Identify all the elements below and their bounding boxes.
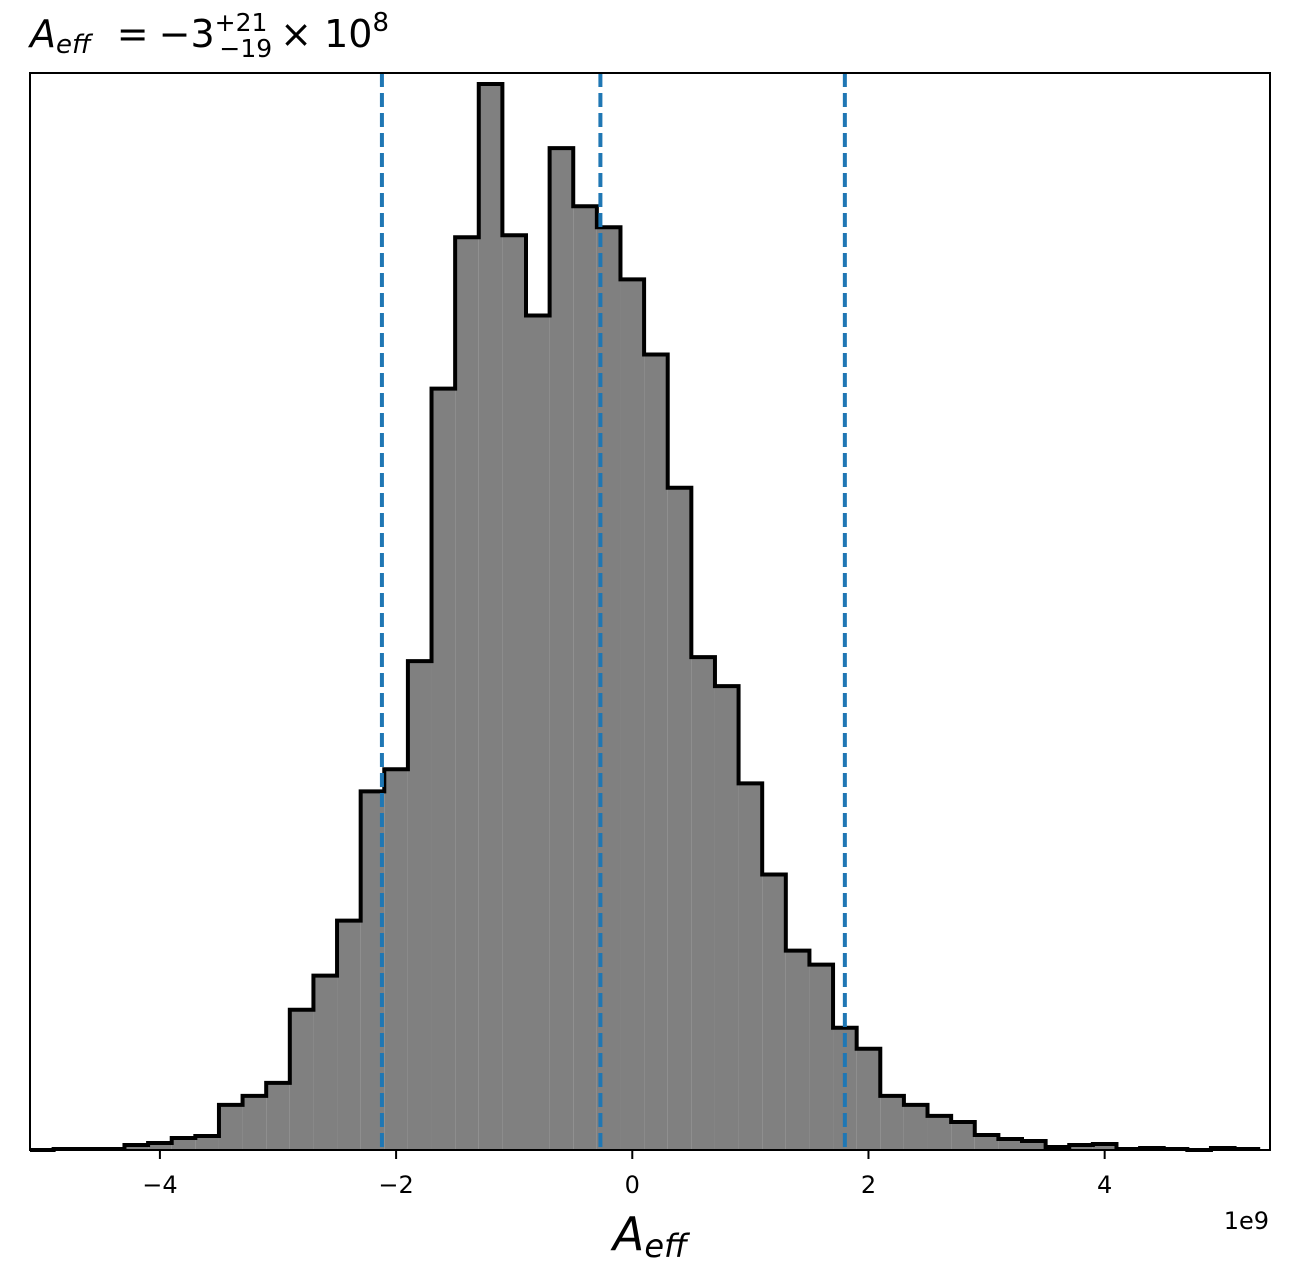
histogram-bar [360, 791, 385, 1150]
histogram-bar [903, 1104, 928, 1150]
histogram-bar [833, 1027, 857, 1150]
title-upper-error: +21 [215, 8, 268, 37]
plot-frame [29, 72, 1271, 1151]
histogram-bar [337, 920, 361, 1150]
histogram-bar [218, 1104, 243, 1150]
histogram-bar [1092, 1143, 1117, 1150]
x-axis-label: Aeff [610, 1207, 691, 1265]
histogram-bar [384, 769, 408, 1150]
histogram-bar [313, 975, 338, 1150]
histogram-bar [714, 686, 739, 1150]
x-tick-label: −2 [378, 1171, 413, 1199]
histogram-bar [691, 657, 715, 1150]
histogram-bar [951, 1121, 975, 1150]
title-symbol-subscript: eff [56, 30, 94, 60]
title-symbol: A [27, 12, 56, 56]
histogram-bar [856, 1048, 881, 1150]
histogram-bar [148, 1142, 172, 1150]
histogram-bar [195, 1135, 219, 1150]
histogram-bar [1069, 1144, 1093, 1150]
x-axis-offset-label: 1e9 [1224, 1207, 1269, 1235]
histogram-bar [1022, 1140, 1046, 1150]
histogram-bar [998, 1138, 1022, 1150]
histogram-bar [596, 227, 621, 1151]
histogram-bar [667, 487, 692, 1150]
x-axis: −4 −2 0 2 4 [142, 1150, 1112, 1199]
histogram-bar [927, 1115, 952, 1150]
histogram-outline [30, 82, 1261, 1152]
histogram-bar [455, 237, 479, 1150]
histogram-bar [124, 1144, 149, 1150]
histogram-bar [289, 1009, 314, 1150]
histogram-bar [549, 148, 574, 1151]
title-exponent: 8 [372, 8, 389, 38]
histogram-bar [762, 874, 786, 1150]
histogram-bar [573, 206, 597, 1150]
x-tick-label: 0 [625, 1171, 640, 1199]
histogram-bar [478, 84, 503, 1150]
x-axis-label-subscript: eff [644, 1227, 691, 1265]
histogram-bar [974, 1134, 999, 1150]
histogram-bar [502, 235, 526, 1150]
histogram-bar [644, 354, 668, 1150]
title-lower-error: −19 [219, 34, 272, 63]
chart-title: Aeff = −3+21 −19 × 108 [27, 8, 389, 63]
plot-area [30, 73, 1261, 1152]
histogram-bar [809, 964, 834, 1150]
histogram-bar [266, 1082, 290, 1150]
title-times: × 10 [280, 12, 372, 56]
histogram-bar [738, 783, 763, 1150]
x-tick-label: 4 [1097, 1171, 1112, 1199]
histogram-bar [785, 950, 810, 1150]
title-equals: = [117, 12, 149, 56]
histogram-bar [620, 279, 645, 1150]
histogram-bar [526, 315, 550, 1151]
x-tick-label: −4 [142, 1171, 177, 1199]
histogram-bar [880, 1095, 904, 1150]
x-axis-label-symbol: A [610, 1207, 644, 1261]
histogram-bar [242, 1095, 267, 1150]
histogram-bar [431, 388, 456, 1150]
x-tick-label: 2 [861, 1171, 876, 1199]
title-value: −3 [159, 12, 215, 56]
histogram-bar [407, 661, 432, 1150]
histogram-bar [171, 1137, 196, 1150]
